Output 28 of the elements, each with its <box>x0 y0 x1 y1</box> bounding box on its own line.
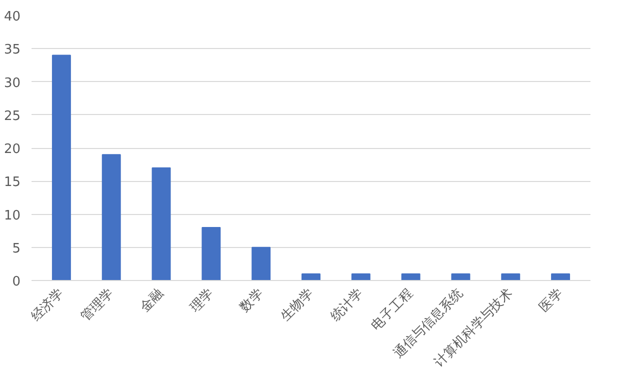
y-tick-label: 25 <box>4 108 21 124</box>
y-tick-label: 40 <box>4 10 21 24</box>
bar <box>102 154 121 280</box>
bar <box>52 54 71 280</box>
y-tick-label: 30 <box>4 76 21 91</box>
y-tick-label: 15 <box>4 175 21 190</box>
x-tick-label: 生物学 <box>278 286 316 324</box>
bar <box>401 273 420 280</box>
x-tick-label: 数学 <box>237 286 266 316</box>
y-tick-label: 35 <box>4 42 21 58</box>
x-tick-label: 管理学 <box>78 286 117 324</box>
x-tick-label: 医学 <box>536 286 566 316</box>
y-tick-label: 10 <box>4 208 21 224</box>
bar <box>551 273 570 280</box>
bar <box>202 227 221 280</box>
bar <box>302 273 320 280</box>
y-tick-label: 20 <box>4 142 21 157</box>
bar <box>351 273 370 280</box>
x-tick-label: 金融 <box>138 286 167 316</box>
x-tick-label: 统计学 <box>328 286 366 324</box>
x-tick-label: 理学 <box>187 286 216 316</box>
y-tick-label: 5 <box>12 241 21 256</box>
y-tick-label: 0 <box>12 274 21 290</box>
bar <box>451 273 470 280</box>
bar <box>252 246 271 280</box>
bar <box>152 167 171 280</box>
bar <box>501 273 520 280</box>
x-tick-label: 经济学 <box>28 286 67 324</box>
